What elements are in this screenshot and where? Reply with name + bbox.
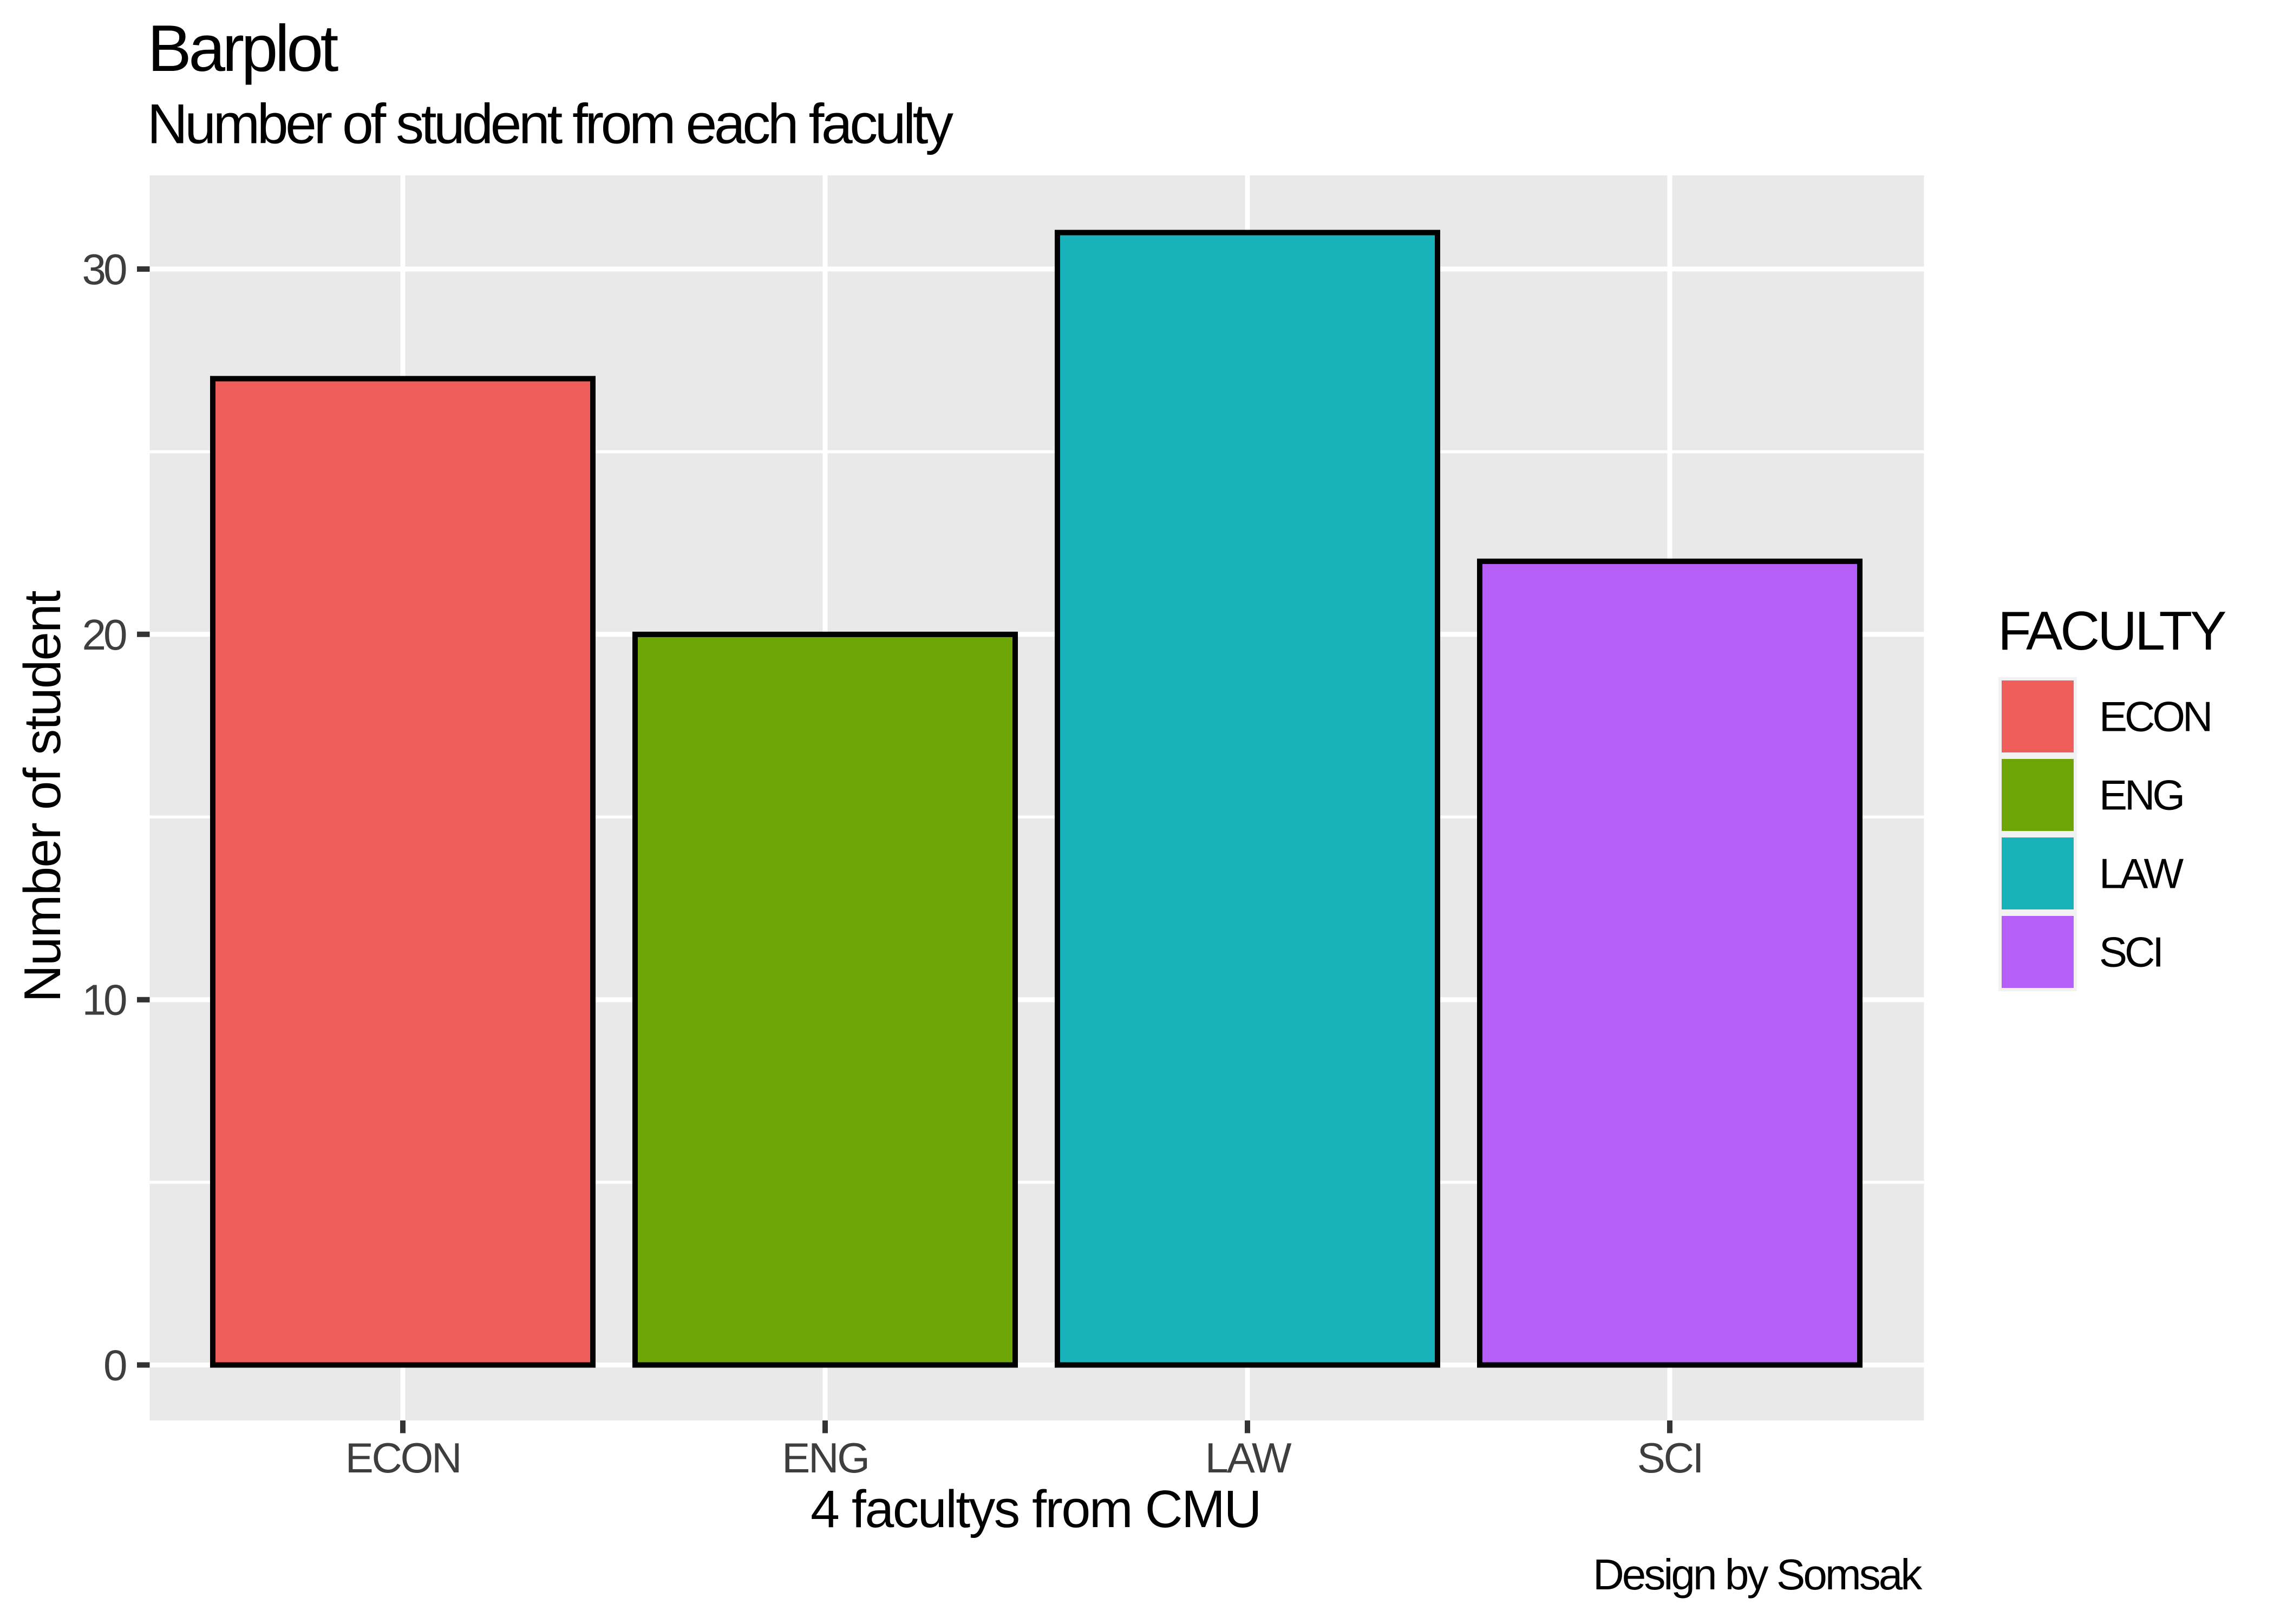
svg-text:0: 0 bbox=[103, 1341, 126, 1389]
svg-text:LAW: LAW bbox=[1205, 1434, 1292, 1482]
svg-text:ECON: ECON bbox=[2099, 693, 2210, 741]
svg-text:20: 20 bbox=[82, 611, 126, 659]
svg-text:Number of student: Number of student bbox=[14, 591, 71, 1002]
svg-text:30: 30 bbox=[82, 245, 126, 293]
svg-text:Number of student from each fa: Number of student from each faculty bbox=[147, 93, 953, 156]
svg-text:10: 10 bbox=[82, 976, 126, 1024]
svg-text:SCI: SCI bbox=[1637, 1434, 1702, 1482]
svg-text:SCI: SCI bbox=[2099, 928, 2161, 976]
svg-text:ECON: ECON bbox=[345, 1434, 461, 1482]
svg-text:Barplot: Barplot bbox=[148, 11, 338, 85]
svg-text:Design by Somsak: Design by Somsak bbox=[1593, 1550, 1923, 1599]
svg-text:4 facultys from CMU: 4 facultys from CMU bbox=[811, 1479, 1260, 1538]
svg-text:LAW: LAW bbox=[2099, 850, 2184, 898]
svg-text:ENG: ENG bbox=[2099, 771, 2182, 819]
svg-text:FACULTY: FACULTY bbox=[1998, 601, 2226, 662]
svg-text:ENG: ENG bbox=[782, 1434, 868, 1482]
